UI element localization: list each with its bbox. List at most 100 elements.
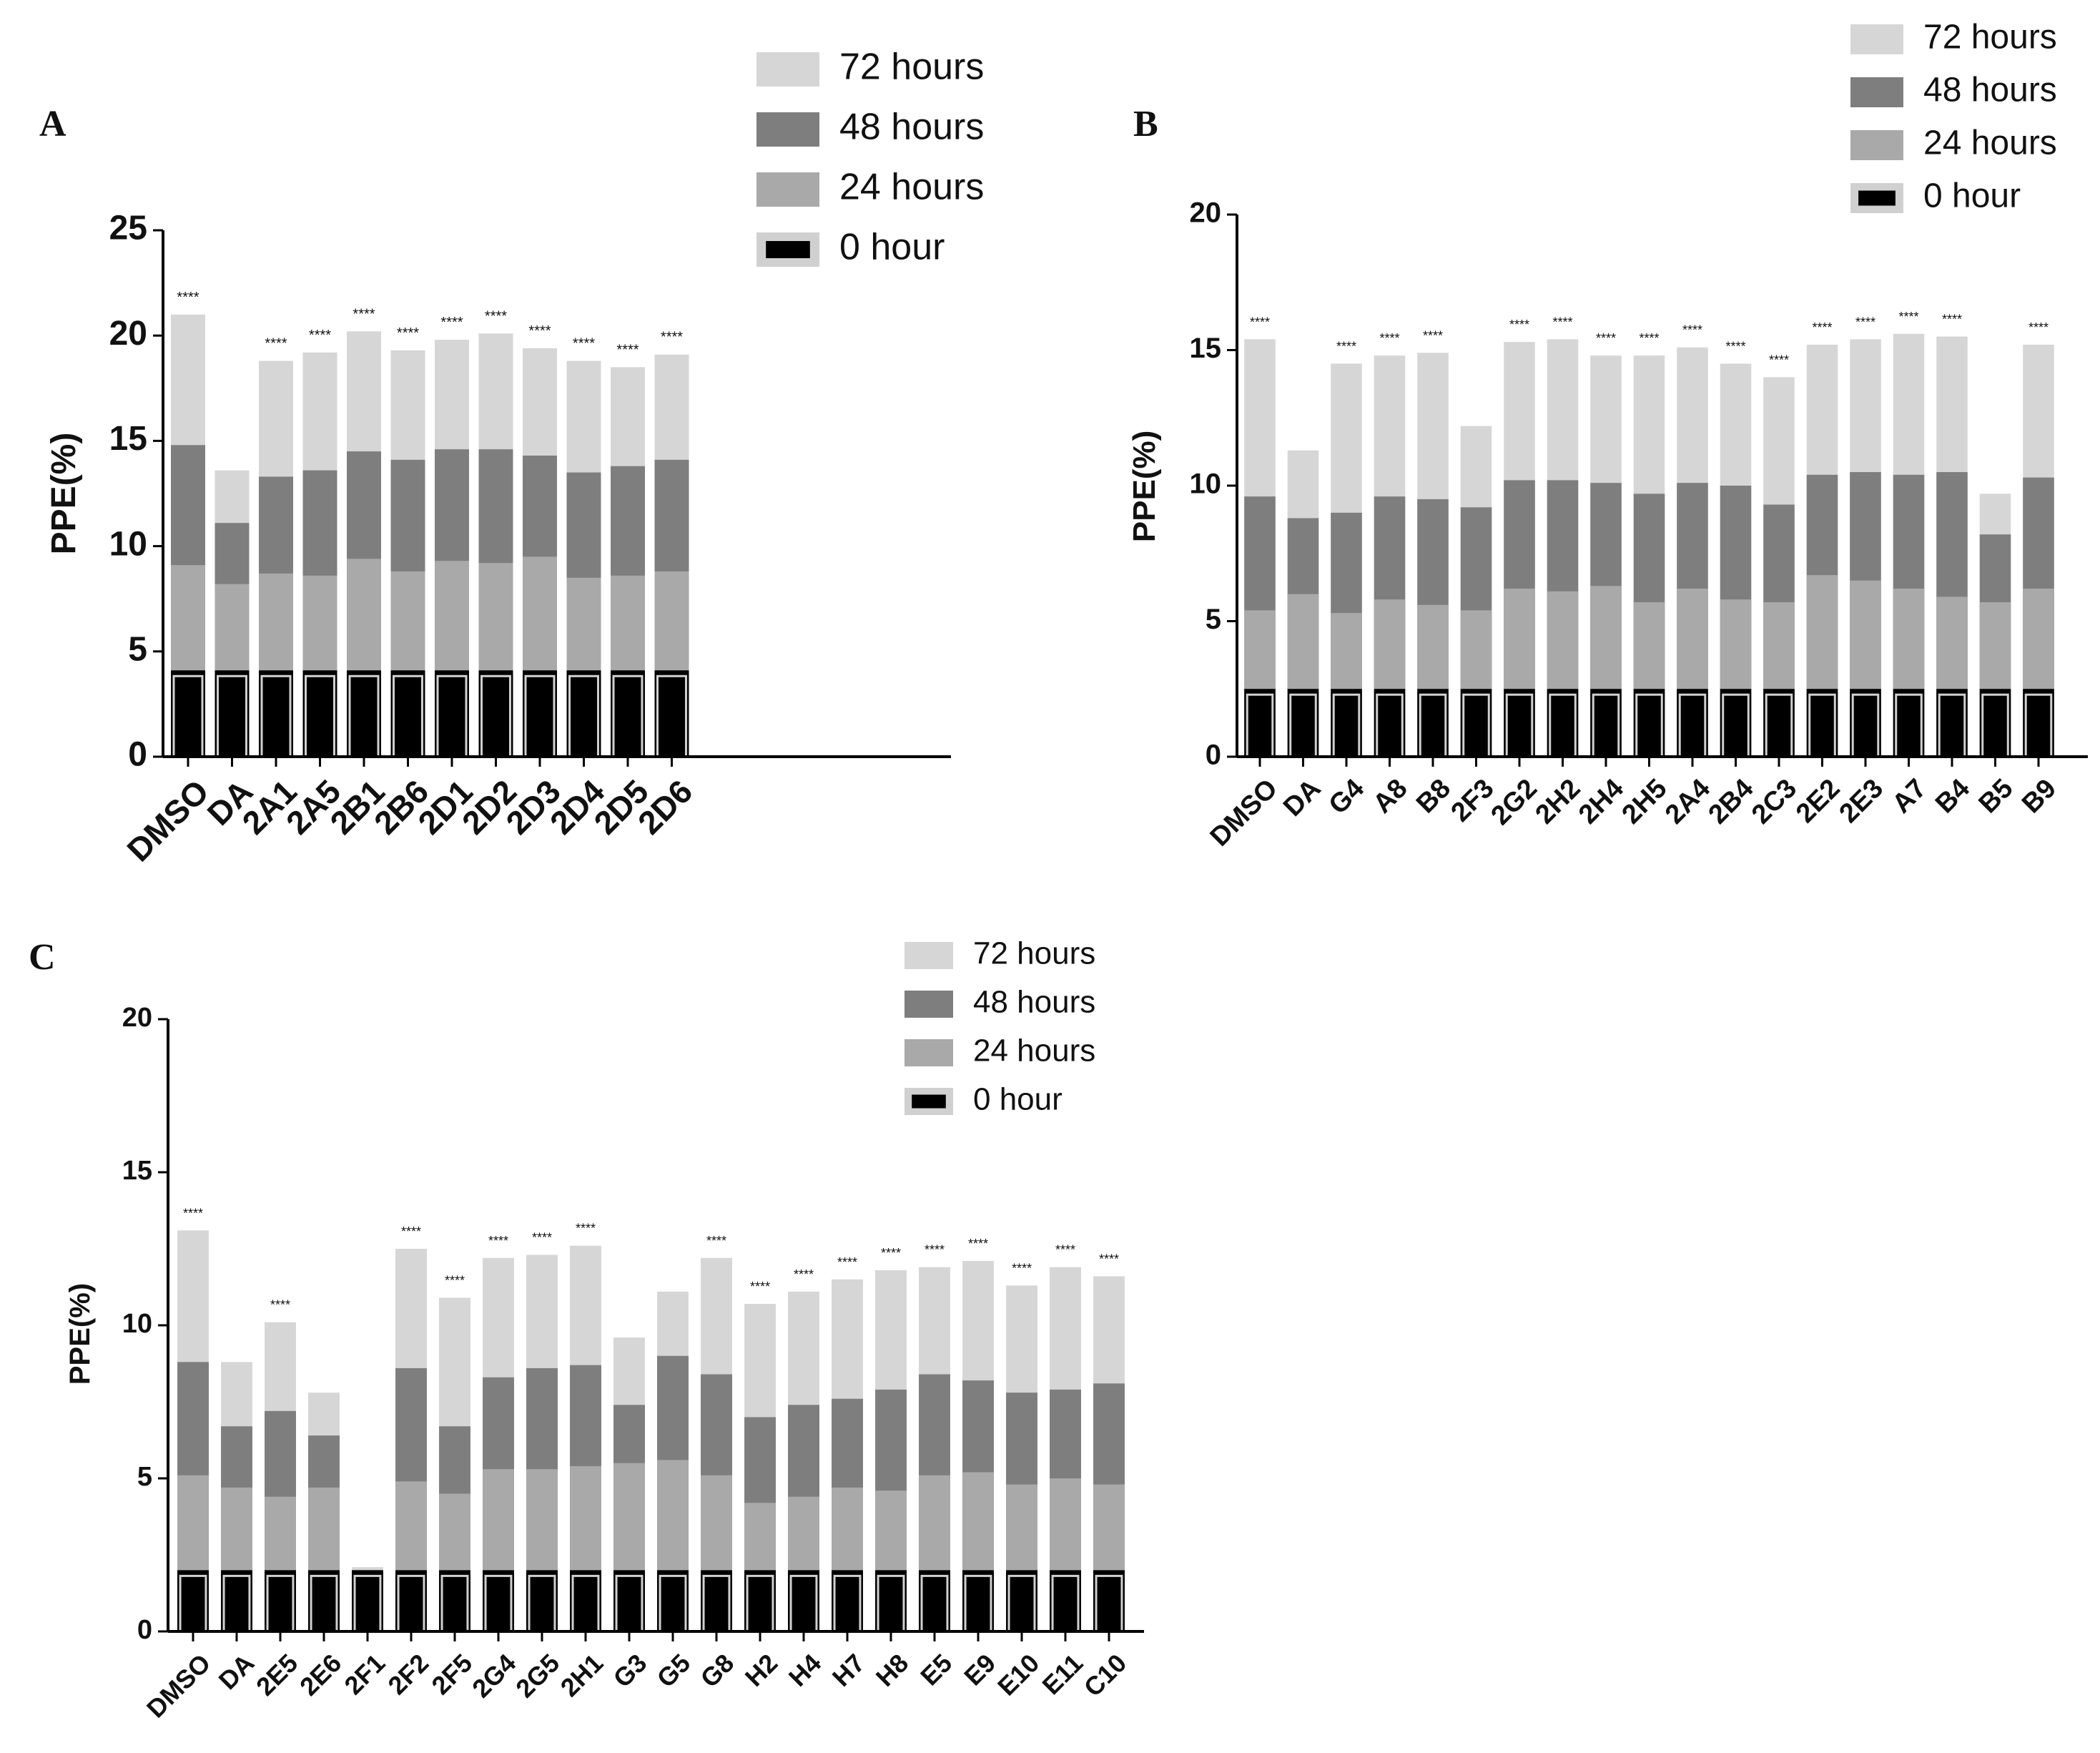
bar-base-2D6 (656, 674, 687, 758)
bar-group-A7: **** (1893, 310, 1925, 758)
x-tick-label: 2G2 (1486, 773, 1543, 830)
x-tick-label: 2F1 (338, 1648, 390, 1700)
bar-group-2B6: **** (390, 325, 425, 758)
x-tick-label: C10 (1078, 1648, 1133, 1702)
x-tick-label: DMSO (119, 772, 215, 868)
y-axis-label-c: PPE(%) (64, 1283, 96, 1385)
x-tick-label: E9 (958, 1648, 1001, 1691)
bar-group-DMSO: **** (171, 290, 205, 758)
bar-group-2F3 (1460, 426, 1492, 758)
bar-base-2G2 (1505, 693, 1534, 758)
bar-group-DA (1287, 450, 1319, 758)
legend-item-24-hours: 24 hours (756, 167, 984, 208)
significance-label: **** (183, 1206, 203, 1220)
x-tick-label: 2F3 (1446, 773, 1500, 828)
bar-base-2E5 (266, 1574, 295, 1633)
y-tick-label: 0 (1206, 740, 1221, 771)
significance-label: **** (1509, 318, 1529, 332)
bar-base-A7 (1895, 693, 1923, 758)
significance-label: **** (1336, 339, 1356, 353)
bar-group-2C3: **** (1763, 353, 1795, 758)
bar-base-G4 (1332, 693, 1361, 758)
x-tick-label: 2C3 (1746, 773, 1803, 830)
bar-group-B8: **** (1417, 328, 1449, 758)
bar-base-H8 (877, 1574, 905, 1633)
bar-base-2G5 (528, 1574, 556, 1633)
x-tick-label: H4 (783, 1648, 827, 1692)
legend-c: 72 hours 48 hours 24 hours 0 hour (904, 936, 1095, 1117)
bar-group-2F2: **** (395, 1224, 427, 1633)
bar-base-2A4 (1678, 693, 1707, 758)
significance-label: **** (440, 315, 463, 330)
significance-label: **** (661, 330, 683, 345)
bar-group-2G4: **** (483, 1234, 514, 1633)
y-tick-label: 25 (109, 210, 147, 247)
x-tick-label: G3 (607, 1648, 652, 1693)
significance-label: **** (881, 1246, 901, 1260)
x-tick-label: B5 (1973, 773, 2018, 819)
legend-label: 48 hours (973, 985, 1095, 1020)
legend-item-24-hours: 24 hours (1850, 124, 2057, 162)
x-tick-label: G8 (694, 1648, 739, 1693)
bar-group-2E6 (308, 1393, 340, 1633)
legend-item-0-hour: 0 hour (904, 1082, 1063, 1117)
bar-group-E10: **** (1006, 1261, 1037, 1633)
significance-label: **** (1055, 1243, 1075, 1257)
legend-label: 72 hours (973, 936, 1095, 971)
bar-group-C10: **** (1093, 1252, 1125, 1633)
bar-base-2H1 (571, 1574, 600, 1633)
legend-item-48-hours: 48 hours (904, 985, 1095, 1020)
legend-swatch (1850, 24, 1903, 54)
bar-group-2D2: **** (478, 308, 513, 758)
bar-base-2C3 (1765, 693, 1793, 758)
significance-label: **** (616, 342, 639, 358)
bar-group-2E3: **** (1850, 315, 1881, 758)
significance-label: **** (1250, 315, 1270, 329)
x-tick-label: 2F5 (425, 1648, 478, 1700)
x-tick-label: H7 (827, 1648, 871, 1692)
bar-group-2G5: **** (526, 1231, 558, 1633)
legend-swatch (904, 1039, 953, 1066)
bar-base-B9 (2024, 693, 2053, 758)
bar-group-DMSO: **** (177, 1206, 209, 1633)
legend-label: 0 hour (973, 1082, 1063, 1117)
significance-label: **** (576, 1222, 596, 1236)
legend-label: 48 hours (839, 107, 984, 148)
x-tick-label: 2D6 (631, 772, 699, 841)
bar-base-B5 (1981, 693, 2009, 758)
x-tick-label: B9 (2016, 773, 2062, 819)
legend-label: 0 hour (1923, 177, 2021, 215)
legend-swatch-inner (1858, 190, 1896, 206)
significance-label: **** (1898, 310, 1918, 324)
bar-base-2F5 (440, 1574, 469, 1633)
legend-label: 48 hours (1923, 72, 2057, 109)
bar-group-2D4: **** (566, 336, 601, 758)
x-tick-label: 2F2 (382, 1648, 434, 1700)
significance-label: **** (265, 336, 287, 352)
bar-base-G5 (659, 1574, 687, 1633)
bar-base-B4 (1938, 693, 1966, 758)
bar-base-2H2 (1549, 693, 1577, 758)
bar-group-H8: **** (875, 1246, 907, 1633)
bar-base-2B4 (1722, 693, 1750, 758)
y-tick-label: 15 (1190, 333, 1222, 364)
bar-group-2A4: **** (1677, 323, 1708, 758)
bar-group-2A1: **** (259, 336, 293, 758)
y-axis-label-b: PPE(%) (1127, 431, 1162, 542)
significance-label: **** (968, 1237, 988, 1251)
bar-base-C10 (1095, 1574, 1123, 1633)
x-tick-label: A8 (1367, 773, 1413, 819)
significance-label: **** (397, 325, 419, 341)
x-tick-label: DA (1278, 773, 1327, 823)
x-tick-label: E10 (992, 1648, 1045, 1701)
bar-base-2G4 (484, 1574, 513, 1633)
bar-group-2D6: **** (654, 330, 689, 758)
x-tick-label: DMSO (1205, 773, 1283, 852)
bar-group-2H5: **** (1633, 331, 1665, 758)
significance-label: **** (488, 1234, 508, 1248)
legend-item-72-hours: 72 hours (1850, 19, 2057, 57)
legend-label: 72 hours (1923, 19, 2057, 57)
bar-group-2F5: **** (439, 1273, 470, 1633)
bar-base-2B1 (348, 674, 380, 758)
bar-base-2F3 (1462, 693, 1490, 758)
